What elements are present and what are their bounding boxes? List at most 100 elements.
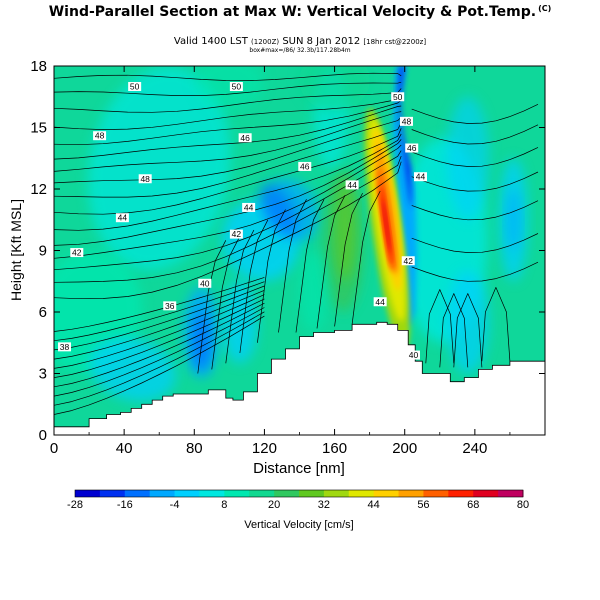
- velocity-blob: [506, 189, 521, 251]
- theta-contour: [54, 139, 402, 246]
- colorbar-swatch: [498, 490, 524, 497]
- y-tick-label: 0: [39, 427, 47, 444]
- contour-label-bg: [399, 116, 413, 126]
- theta-contour: [54, 289, 265, 360]
- colorbar-tick-label: 80: [517, 499, 529, 511]
- velocity-blob: [446, 96, 489, 220]
- contour-label-bg: [391, 92, 405, 102]
- theta-contour: [411, 124, 539, 145]
- contour-label: 42: [229, 229, 243, 239]
- contour-label-bg: [115, 213, 129, 223]
- theta-contour: [54, 100, 402, 146]
- terrain-mask: [54, 321, 545, 435]
- contour-label: 40: [406, 350, 420, 360]
- colorbar-swatch: [274, 490, 300, 497]
- contour-label-bg: [70, 248, 84, 258]
- x-tick-label: 160: [322, 440, 347, 457]
- colorbar-tick-label: -16: [117, 499, 133, 511]
- contour-label-bg: [401, 256, 415, 266]
- theta-contour: [425, 289, 455, 364]
- theta-contour: [211, 236, 241, 370]
- theta-contour: [411, 103, 539, 124]
- contour-label-text: 36: [165, 301, 175, 311]
- colorbar-tick-label: 32: [318, 499, 330, 511]
- colorbar-swatch: [174, 490, 200, 497]
- contour-label: 36: [163, 301, 177, 311]
- contour-label-bg: [238, 133, 252, 143]
- theta-contour: [54, 88, 402, 113]
- contour-label-bg: [345, 180, 359, 190]
- theta-contour: [334, 192, 363, 327]
- contour-label-bg: [163, 301, 177, 311]
- colorbar-tick-label: 20: [268, 499, 280, 511]
- contour-label-bg: [93, 131, 107, 141]
- valid-utc-text: (1200Z): [251, 38, 280, 46]
- theta-contour: [54, 311, 265, 406]
- contour-label-text: 44: [416, 172, 426, 182]
- contour-label-text: 48: [140, 174, 150, 184]
- theta-contour: [54, 122, 402, 198]
- velocity-blob: [299, 250, 328, 333]
- colorbar-tick-label: 56: [417, 499, 429, 511]
- copyright-mark: (C): [538, 4, 552, 13]
- contour-label: 50: [128, 82, 142, 92]
- colorbar-swatch: [423, 490, 449, 497]
- contour-label: 50: [229, 82, 243, 92]
- theta-contour: [54, 161, 402, 300]
- contour-label: 46: [238, 133, 252, 143]
- contour-label-text: 42: [403, 256, 413, 266]
- theta-contour: [54, 94, 402, 130]
- y-tick-label: 18: [30, 58, 47, 75]
- x-tick-label: 80: [186, 440, 203, 457]
- colorbar-swatch: [199, 490, 225, 497]
- contour-label-text: 46: [240, 133, 250, 143]
- x-tick-label: 40: [116, 440, 133, 457]
- contour-label-text: 44: [118, 213, 128, 223]
- theta-contour: [54, 144, 402, 259]
- contour-label: 44: [345, 180, 359, 190]
- colorbar-tick-label: 68: [467, 499, 479, 511]
- theta-contour: [411, 233, 539, 253]
- subtitle-line: box#max=/86/ 32.3b/117.28b4m: [249, 47, 351, 54]
- theta-contour: [411, 147, 539, 167]
- contour-label: 42: [70, 248, 84, 258]
- theta-contour: [54, 116, 402, 184]
- theta-contour: [295, 199, 325, 333]
- theta-contour: [453, 293, 483, 368]
- contour-label: 38: [58, 342, 72, 352]
- contour-label-text: 42: [232, 229, 242, 239]
- colorbar-swatch: [299, 490, 325, 497]
- valid-date-text: SUN 8 Jan 2012: [282, 36, 361, 47]
- velocity-blob: [259, 183, 298, 236]
- theta-contour: [54, 307, 265, 397]
- contour-label: 46: [298, 161, 312, 171]
- colorbar-swatch: [124, 490, 151, 497]
- contour-label-text: 50: [232, 82, 242, 92]
- colorbar-tick-label: -4: [170, 499, 180, 511]
- colorbar-swatch: [75, 490, 101, 497]
- colorbar-swatch: [448, 490, 474, 497]
- theta-contour: [411, 261, 539, 282]
- velocity-blob: [194, 66, 265, 110]
- velocity-blob: [446, 271, 489, 374]
- theta-contour: [481, 287, 511, 362]
- theta-contour: [225, 229, 255, 364]
- contour-label-bg: [198, 278, 212, 288]
- chart-title: Wind-Parallel Section at Max W: Vertical…: [0, 4, 600, 20]
- colorbar-swatch: [224, 490, 250, 497]
- theta-contour: [54, 133, 402, 231]
- contour-label: 44: [373, 297, 387, 307]
- contour-label-text: 40: [409, 350, 419, 360]
- theta-contour: [351, 190, 381, 325]
- contour-label-text: 50: [130, 82, 140, 92]
- model-run-text: [18hr cst@2200z]: [363, 38, 427, 46]
- contour-label: 50: [391, 92, 405, 102]
- contour-label-text: 44: [375, 297, 385, 307]
- theta-contour: [411, 171, 539, 192]
- colorbar-swatch: [398, 490, 424, 497]
- velocity-blob: [334, 178, 356, 282]
- contour-label-bg: [298, 161, 312, 171]
- theta-contour: [239, 219, 269, 354]
- contour-label: 46: [405, 143, 419, 153]
